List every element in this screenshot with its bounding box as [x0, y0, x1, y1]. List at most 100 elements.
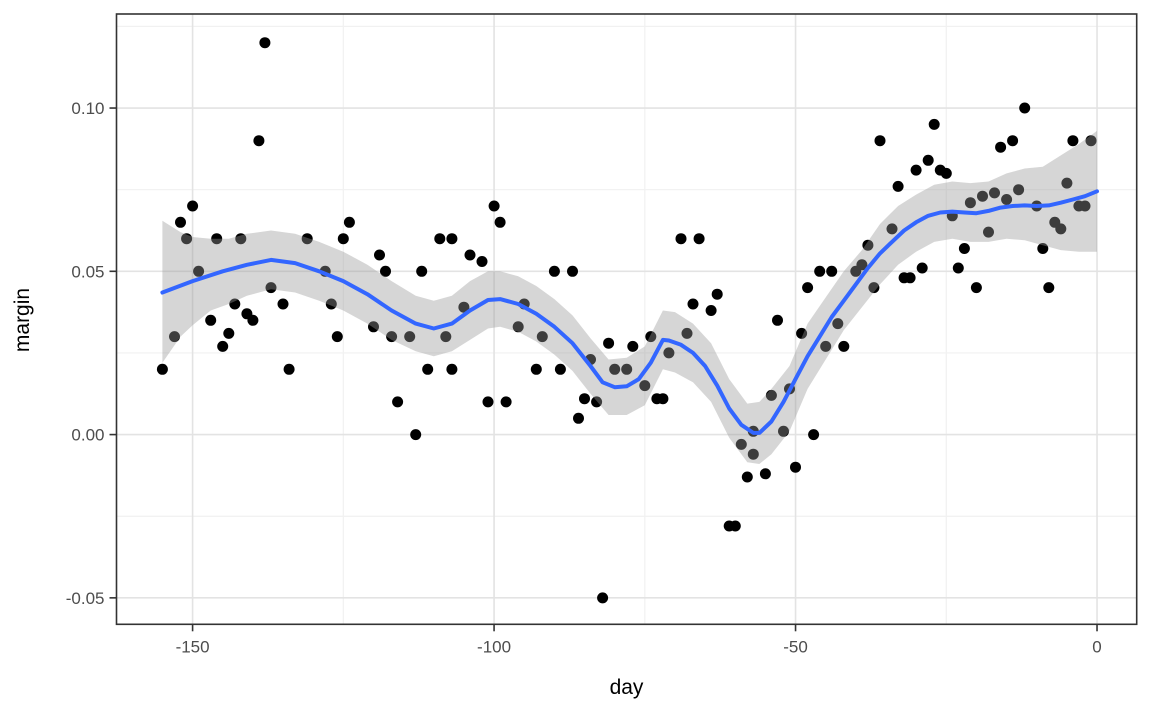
data-point [301, 233, 313, 245]
data-point [856, 259, 868, 271]
data-point [693, 233, 705, 245]
data-point [247, 314, 259, 326]
data-point [687, 298, 699, 310]
x-tick-label: -100 [477, 637, 511, 656]
data-point [741, 471, 753, 483]
data-point [325, 298, 337, 310]
data-point [1079, 200, 1091, 212]
data-point [223, 327, 235, 339]
data-point [181, 233, 193, 245]
data-point [217, 340, 229, 352]
data-point [916, 262, 928, 274]
data-point [832, 318, 844, 330]
data-point [530, 363, 542, 375]
data-point [759, 468, 771, 480]
x-tick-label: -50 [783, 637, 808, 656]
smooth-line [160, 189, 1099, 435]
data-point [1007, 135, 1019, 147]
data-point [410, 429, 422, 441]
data-point [440, 331, 452, 343]
data-point [868, 282, 880, 294]
data-point [404, 331, 416, 343]
data-point [259, 37, 271, 49]
data-point [886, 223, 898, 235]
data-point [464, 249, 476, 261]
data-point [729, 520, 741, 532]
data-point [283, 363, 295, 375]
data-point [554, 363, 566, 375]
x-tick-label: -150 [176, 637, 210, 656]
data-point [591, 396, 603, 408]
data-point [573, 412, 584, 424]
data-point [265, 282, 277, 294]
data-point [193, 265, 205, 277]
data-point [977, 190, 988, 202]
y-tick-label: -0.05 [66, 589, 105, 608]
data-point [512, 321, 524, 333]
data-point [808, 429, 820, 441]
data-point [476, 256, 488, 267]
data-point [790, 461, 801, 473]
data-point [500, 396, 512, 408]
data-point [368, 321, 379, 333]
data-point [970, 282, 982, 294]
data-point [156, 363, 168, 375]
data-point [211, 233, 223, 245]
data-point [910, 164, 922, 176]
data-point [343, 216, 355, 228]
y-axis-title: margin [11, 287, 34, 353]
plot-panel [116, 14, 1137, 625]
data-point [675, 233, 687, 245]
data-point [536, 331, 548, 343]
data-point [603, 337, 615, 349]
data-point [663, 347, 675, 359]
data-point [892, 180, 904, 192]
x-tick-label: 0 [1092, 637, 1101, 656]
data-point [169, 331, 180, 343]
y-tick-label: 0.00 [71, 426, 104, 445]
data-point [482, 396, 494, 408]
data-point [621, 363, 633, 375]
data-point [820, 340, 832, 352]
data-point [235, 233, 247, 245]
data-point [772, 314, 783, 326]
data-point [597, 592, 609, 604]
data-point [639, 380, 651, 392]
data-point [1061, 177, 1073, 189]
data-point [205, 314, 217, 326]
confidence-ribbon [162, 130, 1097, 464]
data-point [940, 167, 952, 179]
data-point [1019, 102, 1031, 114]
data-point [989, 187, 1000, 199]
y-tick-label: 0.05 [71, 262, 104, 281]
data-point [627, 340, 639, 352]
data-point [416, 265, 428, 277]
data-point [1037, 243, 1049, 254]
data-point [446, 233, 458, 245]
data-point [458, 301, 470, 313]
data-point [796, 327, 808, 339]
data-point [1067, 135, 1079, 147]
data-point [1001, 194, 1013, 205]
data-point [765, 389, 777, 401]
x-axis-title: day [609, 676, 644, 699]
data-point [175, 216, 186, 228]
data-point [705, 305, 717, 316]
data-point [711, 288, 723, 300]
data-point [337, 233, 349, 245]
data-point [983, 226, 994, 238]
data-point [874, 135, 886, 147]
data-point [838, 340, 850, 352]
data-point [952, 262, 964, 274]
data-point [229, 298, 241, 310]
data-point [1055, 223, 1067, 235]
data-point [567, 265, 578, 277]
data-point [862, 239, 874, 251]
data-point [904, 272, 916, 284]
data-point [802, 282, 814, 294]
data-point [1043, 282, 1055, 294]
data-point [964, 197, 976, 209]
data-point [446, 363, 458, 375]
data-point [657, 393, 669, 405]
